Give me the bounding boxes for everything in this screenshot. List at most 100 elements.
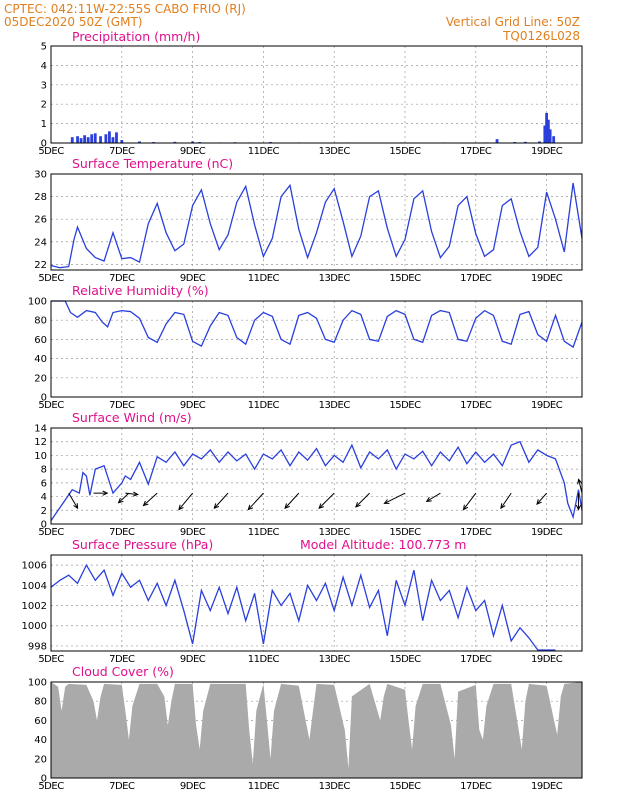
pressure-xtick-label: 9DEC [180, 654, 206, 665]
wind-xtick-label: 9DEC [180, 527, 206, 538]
temp-series-line [50, 182, 583, 269]
wind-arrow-head [500, 503, 506, 510]
rh-xtick-label: 7DEC [109, 400, 135, 411]
wind-arrow-head [73, 503, 79, 510]
precip-xtick-label: 7DEC [109, 146, 135, 157]
wind-arrow [178, 492, 193, 511]
rh-xtick-label: 15DEC [389, 400, 421, 411]
rh-ytick-label: 100 [28, 297, 47, 308]
precip-bar [93, 133, 97, 143]
wind-arrow-shaft [68, 492, 79, 509]
temp-ytick-label: 24 [34, 237, 47, 248]
wind-ytick-label: 0 [41, 520, 47, 531]
precip-bar [86, 137, 90, 143]
temp-xtick-label: 17DEC [460, 273, 492, 284]
rh-ytick-label: 80 [34, 316, 47, 327]
wind-arrow [383, 492, 406, 504]
pressure-xtick-label: 17DEC [460, 654, 492, 665]
temp-ytick-label: 26 [34, 215, 47, 226]
precip-bar [108, 131, 111, 143]
temp-xtick-label: 13DEC [319, 273, 351, 284]
wind-ytick-label: 6 [41, 478, 47, 489]
precip-bar [546, 119, 550, 143]
wind-arrow [117, 492, 130, 504]
rh-frame [50, 300, 583, 398]
rh-ytick-label: 20 [34, 373, 47, 384]
wind-arrow-shaft [500, 492, 512, 509]
wind-xtick-label: 7DEC [109, 527, 135, 538]
precip-xtick-label: 13DEC [319, 146, 351, 157]
precip-bar [70, 137, 74, 143]
wind-arrow-head [213, 503, 220, 510]
wind-xtick-label: 15DEC [389, 527, 421, 538]
wind-arrow-head [284, 503, 290, 510]
temp-xtick-label: 19DEC [531, 273, 563, 284]
precip-title: Precipitation (mm/h) [72, 29, 200, 44]
wind-arrow-shaft [247, 492, 264, 510]
header-code: TQ0126L028 [502, 29, 580, 43]
cloud-xtick-label: 15DEC [389, 781, 421, 792]
wind-arrow-shaft [143, 492, 158, 506]
pressure-xtick-label: 19DEC [531, 654, 563, 665]
cloud-title: Cloud Cover (%) [72, 664, 174, 679]
header-grid-note: Vertical Grid Line: 50Z [446, 15, 580, 29]
pressure-panel: 998 1000 1002 1004 1006 5DEC 7DEC 9DEC 11DEC 13DE… [22, 554, 583, 665]
precip-bar [173, 141, 177, 143]
precip-bar [90, 134, 94, 143]
wind-arrow-head [462, 504, 469, 511]
temp-xtick-label: 7DEC [109, 273, 135, 284]
wind-xtick-label: 5DEC [38, 527, 64, 538]
precip-xtick-label: 11DEC [248, 146, 280, 157]
wind-ytick-label: 4 [41, 492, 47, 503]
wind-arrow-head [178, 504, 184, 511]
wind-xtick-label: 17DEC [460, 527, 492, 538]
header-station: CPTEC: 042:11W-22:55S CABO FRIO (RJ) [4, 2, 246, 16]
wind-ytick-label: 14 [34, 424, 47, 435]
temp-frame [50, 173, 583, 271]
temp-xtick-label: 9DEC [180, 273, 206, 284]
cloud-ytick-label: 20 [34, 754, 47, 765]
precip-ytick-label: 3 [41, 80, 47, 91]
pressure-ytick-label: 1000 [22, 621, 47, 632]
pressure-xtick-label: 7DEC [109, 654, 135, 665]
rh-panel: 0 20 40 60 80 100 5DEC 7DEC 9DEC 11DEC 13DEC 15DEC 1… [28, 297, 583, 411]
wind-series-line [50, 440, 583, 521]
precip-bar [99, 136, 102, 143]
cloud-xtick-label: 17DEC [460, 781, 492, 792]
wind-arrow-head [577, 478, 583, 485]
rh-xtick-label: 9DEC [180, 400, 206, 411]
precip-xtick-label: 15DEC [389, 146, 421, 157]
wind-arrow-head [575, 504, 582, 511]
wind-arrow-head [355, 501, 361, 508]
cloud-ytick-label: 0 [41, 774, 47, 785]
precip-bar [545, 112, 548, 143]
rh-series-line [51, 300, 583, 349]
wind-arrow-head [425, 496, 432, 503]
wind-arrow-head [383, 499, 390, 504]
rh-ytick-label: 60 [34, 335, 47, 346]
precip-bar [191, 141, 194, 143]
precip-bar [115, 132, 118, 143]
wind-arrow [213, 492, 229, 510]
wind-arrow-shaft [384, 492, 406, 504]
wind-arrow [125, 491, 139, 497]
wind-arrow-shaft [178, 492, 193, 510]
pressure-xtick-label: 11DEC [248, 654, 280, 665]
precip-xtick-label: 19DEC [531, 146, 563, 157]
pressure-xtick-label: 15DEC [389, 654, 421, 665]
precip-bar [552, 136, 556, 143]
wind-arrow [247, 492, 264, 511]
wind-arrow [142, 492, 158, 507]
pressure-ytick-label: 1004 [22, 581, 47, 592]
pressure-ytick-label: 998 [28, 641, 47, 652]
wind-xtick-label: 11DEC [248, 527, 280, 538]
wind-arrow-shaft [536, 492, 547, 505]
cloud-xtick-label: 11DEC [248, 781, 280, 792]
cloud-ytick-label: 60 [34, 716, 47, 727]
cloud-area [51, 682, 582, 778]
wind-frame [50, 427, 583, 525]
precip-bar [120, 140, 124, 143]
cloud-ytick-label: 100 [28, 678, 47, 689]
precip-ytick-label: 4 [41, 61, 47, 72]
wind-ytick-label: 8 [41, 465, 47, 476]
